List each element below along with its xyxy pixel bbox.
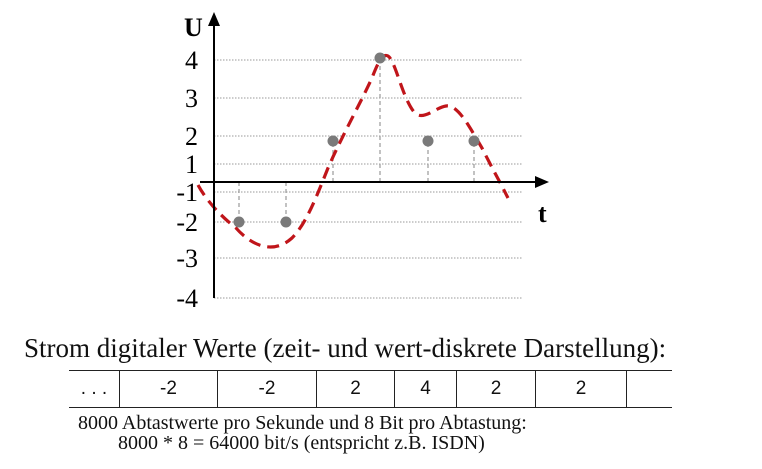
stream-cell: 4 — [394, 371, 456, 407]
signal-diagram: U t 4 3 21-1-2 -3 -4 — [176, 12, 549, 313]
sample-point — [327, 135, 339, 147]
stream-cell — [626, 371, 672, 407]
sampling-note-line2: 8000 * 8 = 64000 bit/s (entspricht z.B. … — [118, 432, 485, 454]
sample-point — [233, 216, 245, 228]
stream-cell: 2 — [316, 371, 394, 407]
y-tick-label: 4 — [185, 46, 198, 75]
sample-points — [233, 52, 480, 228]
gridlines — [214, 59, 522, 299]
stream-cell: -2 — [217, 371, 316, 407]
sample-point — [468, 135, 480, 147]
x-axis-label: t — [538, 199, 547, 228]
axes — [200, 12, 549, 298]
sample-point — [280, 216, 292, 228]
digital-value-stream: . . . -2 -2 2 4 2 2 — [69, 370, 672, 408]
stream-cell: -2 — [119, 371, 217, 407]
stream-cell: 2 — [456, 371, 535, 407]
analog-signal-curve — [196, 53, 510, 249]
y-tick-label: 3 — [185, 84, 198, 113]
y-axis-label: U — [184, 13, 203, 42]
y-tick-label: 1 — [185, 150, 198, 179]
y-tick-label: 2 — [185, 122, 198, 151]
stream-cell: . . . — [80, 378, 108, 399]
y-tick-label: -3 — [176, 244, 198, 273]
stream-cell: 2 — [535, 371, 626, 407]
stream-caption: Strom digitaler Werte (zeit- und wert-di… — [24, 333, 667, 363]
y-tick-label: -2 — [176, 208, 198, 237]
x-axis-arrow-icon — [535, 176, 549, 188]
y-tick-labels: 4 3 21-1-2 -3 -4 — [176, 46, 198, 313]
sample-stems — [238, 58, 475, 222]
y-tick-label: -1 — [176, 178, 198, 207]
y-axis-arrow-icon — [208, 12, 220, 26]
sampling-note-line1: 8000 Abtastwerte pro Sekunde und 8 Bit p… — [78, 412, 527, 434]
sample-point — [374, 52, 386, 64]
sample-point — [422, 135, 434, 147]
y-tick-label: -4 — [176, 284, 198, 313]
